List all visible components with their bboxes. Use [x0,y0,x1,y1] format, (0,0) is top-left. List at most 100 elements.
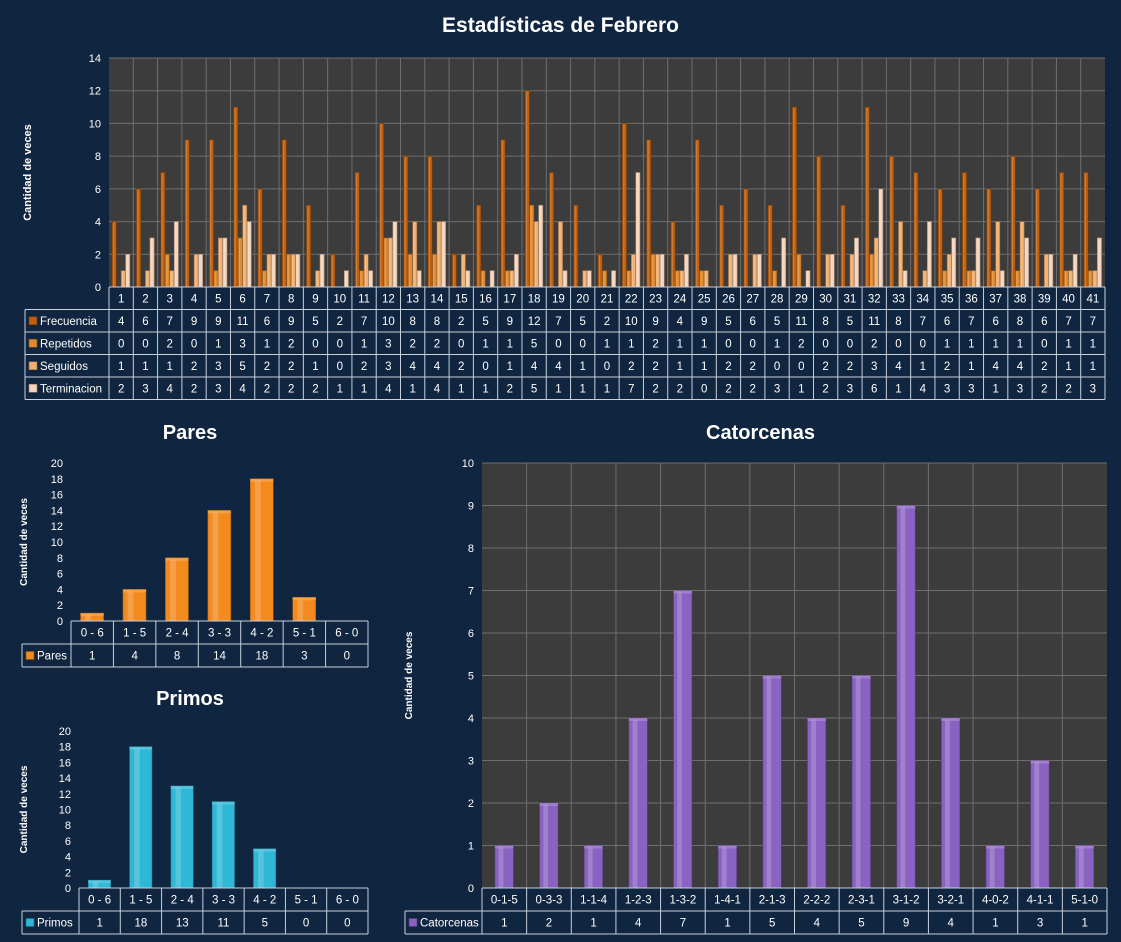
bar-highlight [254,479,261,621]
bar-highlight [462,255,464,287]
bar-frecuencia-9 [306,204,311,288]
bar-repetidos-18 [529,204,535,288]
data-label: 1 [1065,338,1071,350]
bar-cap [628,718,648,721]
bar-seguidos-12 [388,237,393,288]
y-tick-label: 2 [65,867,71,879]
category-label: 5 - 1 [293,628,316,640]
bar-seguidos-35 [946,253,952,288]
data-label: 2 [507,383,513,395]
data-label: 5 [725,316,731,328]
bar-highlight [194,255,197,287]
bar-highlight [380,124,382,287]
bar-highlight [1049,255,1051,287]
category-label: 6 - 0 [335,628,358,640]
bar-frecuencia-21 [597,253,603,288]
bar-seguidos-25 [703,270,709,288]
y-tick-label: 6 [57,569,63,581]
data-label: 7 [167,316,173,328]
bar-frecuencia-37 [986,188,992,288]
bar-seguidos-31 [849,253,855,288]
bar-highlight [413,222,415,287]
bar-seguidos-8 [290,253,296,288]
bar-repetidos-12 [383,237,389,288]
bar-highlight [758,255,760,287]
bar-repetidos-32 [869,253,875,288]
data-label: 5 [262,918,268,930]
bar-terminacion-13 [416,270,422,288]
bar-highlight [442,222,444,287]
bar-terminacion-10 [343,270,349,288]
category-label: 20 [576,293,589,305]
bar-frecuencia-3 [160,172,166,288]
bar-highlight [199,255,201,287]
y-tick-label: 0 [95,282,101,294]
data-label: 6 [264,316,270,328]
bar-highlight [307,206,309,287]
data-label: 9 [507,316,513,328]
bar-repetidos-5 [213,270,219,288]
data-label: 5 [312,316,318,328]
data-label: 1 [555,383,561,395]
bar-frecuencia-17 [500,139,506,288]
data-label: 12 [528,316,541,328]
bar-frecuencia-35 [937,188,943,288]
data-label: 18 [135,918,148,930]
bar-terminacion-23 [659,253,665,288]
legend-key-pares [25,651,35,660]
bar-highlight [603,271,605,287]
category-label: 13 [406,293,419,305]
bar-seguidos-20 [582,270,588,288]
data-label: 1 [482,338,488,350]
bar-highlight [685,255,687,287]
y-tick-label: 18 [59,742,71,754]
data-label: 2 [167,338,173,350]
bar-highlight [900,506,906,888]
y-tick-label: 6 [65,836,71,848]
data-label: 1 [604,338,610,350]
data-label: 2 [264,383,270,395]
y-tick-label: 6 [468,628,474,640]
data-label: 0 [798,361,804,373]
bar-highlight [636,173,638,287]
data-label: 3 [385,338,391,350]
data-label: 7 [555,316,561,328]
data-label: 2 [652,383,658,395]
bar-seguidos-18 [533,221,539,288]
data-label: 8 [434,316,440,328]
bar-repetidos-7 [262,270,267,288]
category-label: 29 [795,293,808,305]
bar-highlight [753,255,755,287]
bar-highlight [1011,157,1014,287]
bar-highlight [992,271,994,287]
data-label: 3 [871,361,877,373]
bar-highlight [841,206,843,287]
bar-catorcenas-3-1-2 [896,505,916,889]
bar-highlight [320,255,323,287]
data-label: 0 [458,338,464,350]
data-label: 2 [798,338,804,350]
bar-highlight [216,802,223,888]
bar-highlight [543,804,549,888]
bar-highlight [296,255,298,287]
bar-seguidos-23 [655,253,661,288]
bar-repetidos-17 [505,270,510,288]
data-label: 2 [604,316,610,328]
category-label: 32 [868,293,881,305]
data-label: 11 [237,316,249,328]
legend-label-catorcenas: Catorcenas [420,918,479,930]
bar-cap [986,845,1005,849]
data-label: 7 [968,316,974,328]
category-label: 2-3-1 [848,895,875,907]
bar-highlight [122,271,124,287]
bar-highlight [890,157,892,287]
bar-highlight [793,108,795,287]
data-label: 4 [814,918,821,930]
bar-frecuencia-1 [111,221,117,288]
data-label: 4 [385,383,392,395]
data-label: 2 [191,361,197,373]
bar-terminacion-12 [392,221,398,288]
category-label: 4 [191,293,198,305]
bar-highlight [660,255,663,287]
